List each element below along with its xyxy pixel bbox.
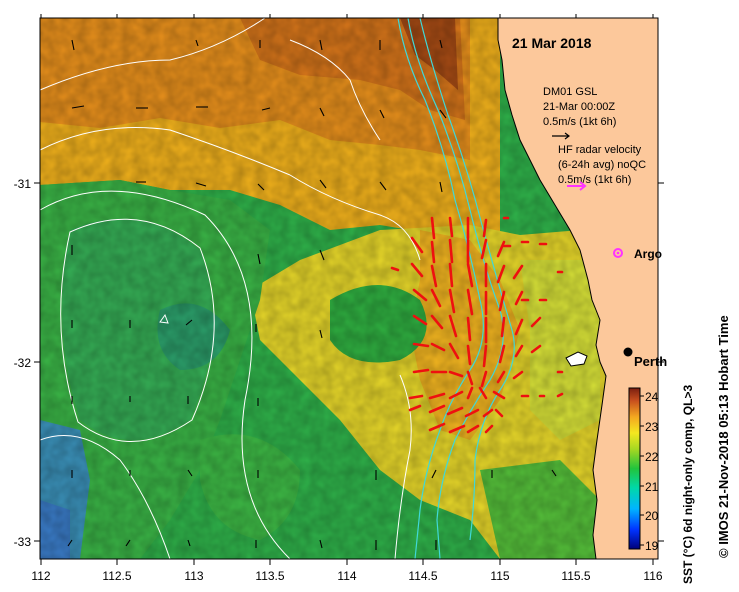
x-tick: 112.5 <box>102 569 131 583</box>
gsl-legend-line: DM01 GSL <box>543 86 597 98</box>
colorbar-tick: 19 <box>645 539 659 553</box>
hf-legend: HF radar velocity (6-24h avg) noQC 0.5m/… <box>558 144 646 191</box>
plot-frame <box>39 17 659 560</box>
hf-scale-arrow <box>567 181 587 191</box>
perth-marker <box>623 347 633 357</box>
x-axis <box>40 14 654 565</box>
gsl-scale-arrow <box>552 132 570 140</box>
x-tick: 114.5 <box>408 569 437 583</box>
x-tick: 113 <box>184 569 203 583</box>
white-contours <box>39 17 421 560</box>
gsl-vectors <box>67 39 557 550</box>
colorbar-tick: 20 <box>645 509 659 523</box>
bathymetry-contours <box>397 17 515 560</box>
colorbar-tick: 22 <box>645 450 659 464</box>
hf-legend-line: 0.5m/s (1kt 6h) <box>558 174 631 186</box>
x-tick: 112 <box>31 569 50 583</box>
y-axis <box>34 182 664 542</box>
colorbar <box>628 387 641 550</box>
hf-radar-vectors <box>390 216 564 434</box>
gsl-legend-line: 0.5m/s (1kt 6h) <box>543 116 616 128</box>
colorbar-label: SST (°C) 6d night-only comp, QL>3 <box>681 385 695 584</box>
gsl-legend-line: 21-Mar 00:00Z <box>543 101 615 113</box>
x-tick: 113.5 <box>255 569 284 583</box>
y-tick: -33 <box>14 535 32 549</box>
perth-label: Perth <box>634 354 667 369</box>
credit-label: © IMOS 21-Nov-2018 05:13 Hobart Time <box>716 315 731 558</box>
rottnest-island <box>565 351 588 367</box>
land <box>497 17 659 560</box>
colorbar-tick: 21 <box>645 480 659 494</box>
x-tick: 115.5 <box>561 569 590 583</box>
date-label: 21 Mar 2018 <box>512 35 592 51</box>
argo-marker <box>613 248 623 258</box>
hf-legend-line: (6-24h avg) noQC <box>558 159 646 171</box>
colorbar-tick: 23 <box>645 420 659 434</box>
y-tick: -31 <box>14 177 32 191</box>
x-tick: 115 <box>490 569 509 583</box>
gsl-legend: DM01 GSL 21-Mar 00:00Z 0.5m/s (1kt 6h) <box>543 86 616 140</box>
x-tick: 114 <box>337 569 356 583</box>
colorbar-tick: 24 <box>645 390 659 404</box>
y-tick: -32 <box>14 356 32 370</box>
x-tick: 116 <box>643 569 662 583</box>
hf-legend-line: HF radar velocity <box>558 144 642 156</box>
colorbar-ticks <box>640 395 644 546</box>
argo-label: Argo <box>634 247 662 261</box>
